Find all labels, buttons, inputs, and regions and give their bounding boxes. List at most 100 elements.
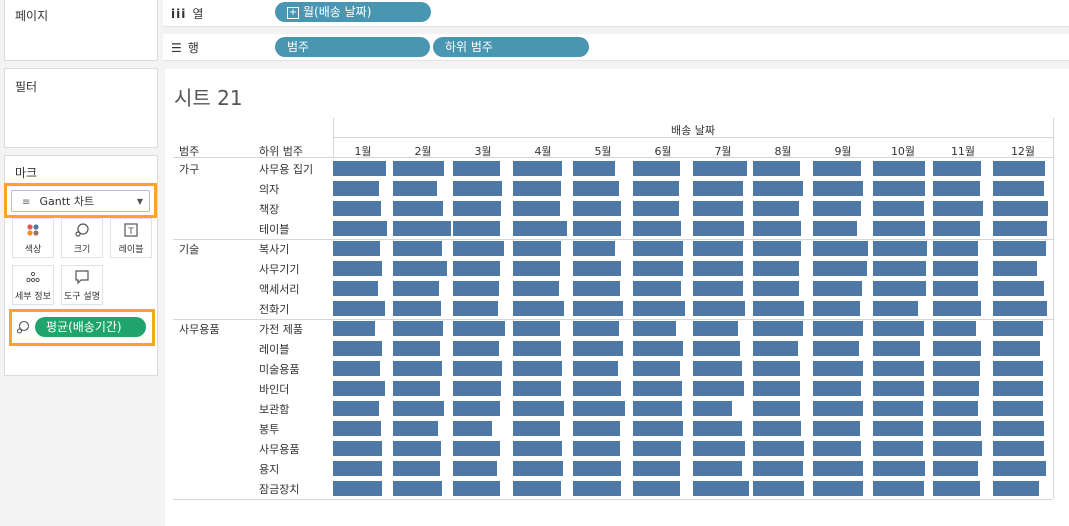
gantt-bar[interactable] [753,401,800,416]
gantt-bar[interactable] [933,421,981,436]
gantt-bar[interactable] [633,461,680,476]
gantt-bar[interactable] [753,281,799,296]
gantt-bar[interactable] [453,201,501,216]
gantt-bar[interactable] [873,461,925,476]
gantt-bar[interactable] [633,201,679,216]
gantt-bar[interactable] [513,201,560,216]
gantt-bar[interactable] [993,301,1047,316]
gantt-bar[interactable] [453,401,500,416]
gantt-bar[interactable] [993,421,1044,436]
gantt-bar[interactable] [753,261,799,276]
gantt-bar[interactable] [393,361,442,376]
gantt-bar[interactable] [933,321,976,336]
gantt-bar[interactable] [933,261,978,276]
gantt-bar[interactable] [933,361,980,376]
gantt-bar[interactable] [333,201,381,216]
gantt-bar[interactable] [453,341,499,356]
gantt-bar[interactable] [693,301,745,316]
gantt-bar[interactable] [573,341,623,356]
gantt-bar[interactable] [573,361,618,376]
gantt-bar[interactable] [573,441,620,456]
gantt-bar[interactable] [633,281,681,296]
gantt-bar[interactable] [753,361,800,376]
gantt-bar[interactable] [753,481,804,496]
gantt-bar[interactable] [573,201,621,216]
gantt-bar[interactable] [333,161,386,176]
gantt-bar[interactable] [933,241,978,256]
gantt-bar[interactable] [933,381,979,396]
gantt-bar[interactable] [573,241,615,256]
gantt-bar[interactable] [813,321,863,336]
gantt-bar[interactable] [693,321,738,336]
gantt-bar[interactable] [993,461,1046,476]
gantt-bar[interactable] [333,361,380,376]
gantt-bar[interactable] [633,241,683,256]
gantt-bar[interactable] [573,161,615,176]
gantt-bar[interactable] [453,481,500,496]
color-button[interactable]: 색상 [12,218,54,258]
gantt-bar[interactable] [813,261,867,276]
gantt-bar[interactable] [633,301,685,316]
gantt-bar[interactable] [753,461,803,476]
detail-button[interactable]: 세부 정보 [12,265,54,305]
gantt-bar[interactable] [453,221,500,236]
gantt-bar[interactable] [513,281,559,296]
gantt-bar[interactable] [513,261,560,276]
gantt-bar[interactable] [333,181,379,196]
gantt-bar[interactable] [993,181,1044,196]
columns-month-pill[interactable]: + 월(배송 날짜) [275,2,431,22]
gantt-bar[interactable] [753,201,799,216]
gantt-bar[interactable] [333,401,379,416]
gantt-bar[interactable] [813,301,860,316]
gantt-bar[interactable] [453,181,502,196]
gantt-bar[interactable] [333,241,380,256]
gantt-bar[interactable] [573,181,619,196]
gantt-bar[interactable] [573,481,621,496]
gantt-bar[interactable] [993,441,1044,456]
gantt-bar[interactable] [513,221,567,236]
gantt-bar[interactable] [333,321,375,336]
gantt-bar[interactable] [873,201,924,216]
gantt-bar[interactable] [693,441,745,456]
gantt-bar[interactable] [633,401,682,416]
gantt-bar[interactable] [573,381,621,396]
gantt-bar[interactable] [933,201,983,216]
rows-category-pill[interactable]: 범주 [275,37,430,57]
gantt-bar[interactable] [573,261,621,276]
gantt-bar[interactable] [933,221,980,236]
gantt-bar[interactable] [633,381,682,396]
size-button[interactable]: 크기 [61,218,103,258]
gantt-bar[interactable] [393,261,447,276]
gantt-bar[interactable] [333,441,382,456]
gantt-bar[interactable] [453,361,502,376]
gantt-bar[interactable] [813,241,868,256]
gantt-bar[interactable] [873,341,920,356]
gantt-bar[interactable] [453,421,492,436]
gantt-bar[interactable] [693,461,742,476]
gantt-bar[interactable] [633,341,683,356]
gantt-bar[interactable] [573,321,619,336]
gantt-bar[interactable] [813,201,861,216]
gantt-bar[interactable] [753,301,804,316]
gantt-bar[interactable] [873,241,927,256]
gantt-bar[interactable] [873,481,924,496]
gantt-bar[interactable] [393,321,443,336]
gantt-bar[interactable] [873,381,924,396]
gantt-bar[interactable] [753,341,798,356]
gantt-bar[interactable] [693,361,742,376]
gantt-bar[interactable] [633,441,681,456]
gantt-bar[interactable] [573,281,620,296]
gantt-bar[interactable] [993,241,1046,256]
gantt-bar[interactable] [333,281,378,296]
gantt-bar[interactable] [693,281,743,296]
gantt-bar[interactable] [813,481,863,496]
gantt-bar[interactable] [453,261,500,276]
gantt-bar[interactable] [813,441,861,456]
gantt-bar[interactable] [393,381,440,396]
gantt-bar[interactable] [753,181,803,196]
gantt-bar[interactable] [693,421,742,436]
gantt-bar[interactable] [693,181,743,196]
mark-type-dropdown[interactable]: ≡ Gantt 차트 ▼ [11,190,150,212]
gantt-bar[interactable] [393,281,439,296]
gantt-bar[interactable] [453,381,501,396]
